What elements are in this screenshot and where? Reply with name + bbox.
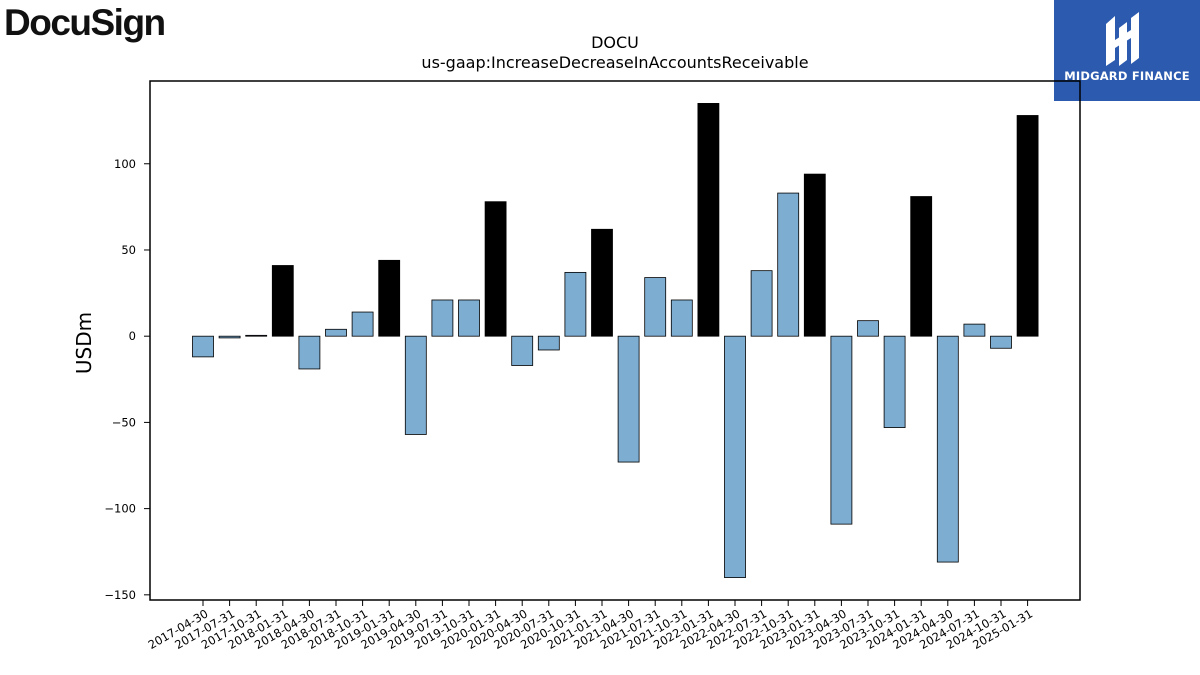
bar-2021-10-31	[670, 299, 693, 337]
bar-2017-04-30	[192, 335, 214, 358]
bar-2023-01-31	[803, 173, 826, 337]
bar-2022-04-30	[724, 335, 746, 578]
bar-2022-01-31	[697, 103, 720, 337]
y-tick-label: −100	[104, 502, 136, 516]
bar-2019-01-31	[378, 259, 401, 337]
chart-subtitle: us-gaap:IncreaseDecreaseInAccountsReceiv…	[421, 53, 808, 72]
y-axis-label: USDm	[72, 312, 96, 374]
bar-2024-01-31	[910, 196, 933, 337]
y-tick-label: 100	[114, 157, 136, 171]
y-tick-label: −50	[112, 415, 136, 429]
midgard-logo-icon	[1106, 12, 1139, 66]
chart-title: DOCU	[591, 33, 639, 52]
bar-2018-04-30	[298, 335, 321, 370]
bar-2019-07-31	[431, 299, 454, 337]
bar-2022-10-31	[777, 192, 800, 337]
bar-2023-04-30	[830, 335, 853, 525]
bar-2017-07-31	[218, 335, 241, 339]
bar-2020-10-31	[564, 271, 587, 337]
plot-frame	[149, 80, 1081, 601]
bar-2025-01-31	[1016, 115, 1039, 337]
x-axis-ticks: 2017-04-302017-07-312017-10-312018-01-31…	[146, 600, 1035, 652]
bar-2020-01-31	[484, 201, 507, 337]
midgard-finance-badge: MIDGARD FINANCE	[1054, 0, 1200, 101]
bar-2019-10-31	[458, 299, 480, 337]
bars-group	[192, 103, 1039, 578]
bar-2020-04-30	[511, 335, 534, 366]
bar-2020-07-31	[537, 335, 560, 351]
bar-2017-10-31	[245, 334, 268, 337]
y-tick-label: 0	[129, 329, 136, 343]
bar-2018-10-31	[351, 311, 374, 337]
bar-2024-07-31	[963, 323, 986, 337]
y-tick-label: 50	[121, 243, 136, 257]
bar-2021-01-31	[591, 228, 613, 337]
bar-2024-04-30	[936, 335, 959, 563]
bar-2022-07-31	[750, 270, 773, 337]
bar-2021-04-30	[617, 335, 640, 463]
bar-2021-07-31	[644, 277, 667, 337]
y-axis-ticks: −150 −100 −50 0 50 100	[104, 157, 150, 602]
bar-2023-10-31	[883, 335, 906, 428]
bar-2023-07-31	[857, 320, 879, 337]
bar-2018-07-31	[325, 328, 347, 337]
bar-2018-01-31	[271, 265, 294, 337]
bar-2024-10-31	[990, 335, 1012, 349]
badge-text: MIDGARD FINANCE	[1064, 69, 1190, 83]
bar-2019-04-30	[404, 335, 427, 435]
docusign-logo: DocuSign	[4, 2, 166, 43]
y-tick-label: −150	[104, 588, 136, 602]
